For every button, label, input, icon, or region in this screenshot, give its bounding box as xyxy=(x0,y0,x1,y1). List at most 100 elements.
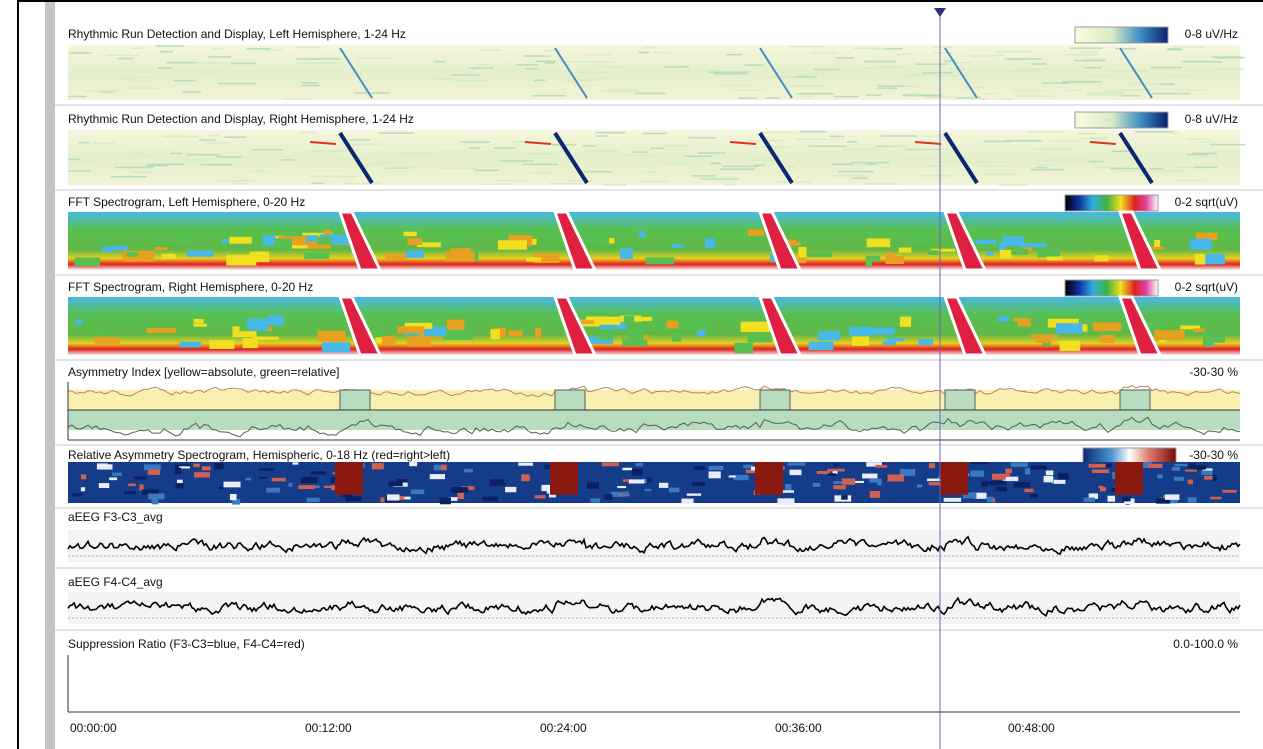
asym-patch xyxy=(292,462,298,464)
spec-patch xyxy=(201,242,209,245)
spec-patch xyxy=(407,336,431,346)
asym-patch xyxy=(1025,468,1030,474)
rr-speckle xyxy=(664,66,689,68)
spec-patch xyxy=(581,234,609,244)
rr-speckle xyxy=(925,97,952,99)
rr-speckle xyxy=(1079,51,1098,53)
rr-speckle xyxy=(534,80,546,82)
eeg-trend-screen: Rhythmic Run Detection and Display, Left… xyxy=(0,0,1263,749)
rr-speckle xyxy=(476,64,492,66)
asym-patch xyxy=(869,479,881,483)
rr-speckle xyxy=(638,52,650,54)
asym-patch xyxy=(1011,462,1028,467)
spec-patch xyxy=(1195,254,1205,265)
rr-speckle xyxy=(403,166,415,168)
rr-speckle xyxy=(963,55,997,57)
rr-speckle xyxy=(685,69,721,71)
rr-speckle xyxy=(181,160,203,162)
spec-patch xyxy=(809,342,834,350)
asym-patch xyxy=(194,472,210,477)
asym-patch xyxy=(493,483,505,485)
rr-speckle xyxy=(836,57,854,59)
asym-patch xyxy=(230,494,237,500)
rr-speckle xyxy=(762,132,799,134)
rr-speckle xyxy=(635,93,666,95)
rr-speckle xyxy=(797,93,835,95)
asym-patch xyxy=(1188,463,1196,468)
rr-speckle xyxy=(1090,76,1111,78)
rr-speckle xyxy=(1112,70,1148,72)
spec-patch xyxy=(193,315,221,318)
rr-speckle xyxy=(569,180,593,182)
asym-patch xyxy=(218,487,223,489)
spec-patch xyxy=(643,335,649,339)
rr-speckle xyxy=(1164,132,1178,134)
spec-patch xyxy=(229,237,251,244)
rr-display xyxy=(68,130,1240,185)
rr-speckle xyxy=(477,151,511,153)
asym-patch xyxy=(981,481,988,486)
spec-patch xyxy=(1204,334,1225,343)
rr-speckle xyxy=(106,54,139,56)
rr-speckle xyxy=(1159,83,1174,85)
rr-speckle xyxy=(531,95,565,97)
rr-speckle xyxy=(799,73,824,75)
color-bar xyxy=(1075,27,1168,43)
rr-speckle xyxy=(720,168,755,170)
rr-speckle xyxy=(650,148,664,150)
spec-patch xyxy=(1154,240,1160,247)
asym-patch xyxy=(1157,474,1162,478)
rr-speckle xyxy=(865,164,875,166)
spec-patch xyxy=(741,322,772,332)
rr-speckle xyxy=(285,98,312,100)
asym-patch xyxy=(1172,467,1180,471)
asym-patch xyxy=(875,465,887,468)
asym-patch xyxy=(518,463,533,466)
rr-speckle xyxy=(1131,83,1160,85)
panel-scale: 0-8 uV/Hz xyxy=(1185,112,1238,126)
spec-patch xyxy=(620,248,633,259)
rr-speckle xyxy=(132,152,144,154)
rr-speckle xyxy=(878,87,897,89)
rr-speckle xyxy=(692,175,715,177)
rr-speckle xyxy=(877,85,905,87)
rr-speckle xyxy=(451,74,479,76)
asym-patch xyxy=(729,475,736,477)
rr-speckle xyxy=(640,181,669,183)
spec-patch xyxy=(867,256,881,262)
spec-patch xyxy=(1193,328,1204,332)
panel-scale: 0-2 sqrt(uV) xyxy=(1175,195,1238,209)
rr-speckle xyxy=(711,163,721,165)
rr-speckle xyxy=(866,94,881,96)
asym-patch xyxy=(1099,486,1104,488)
rr-speckle xyxy=(481,184,513,186)
rr-speckle xyxy=(1168,75,1196,77)
panel-title: Asymmetry Index [yellow=absolute, green=… xyxy=(68,365,339,379)
spec-patch xyxy=(155,247,168,250)
asym-event xyxy=(1115,462,1143,495)
spec-patch xyxy=(209,340,234,349)
rr-speckle xyxy=(173,80,195,82)
asym-patch xyxy=(451,487,468,493)
rr-speckle xyxy=(497,180,526,182)
asym-patch xyxy=(870,491,880,498)
color-bar xyxy=(1075,112,1168,128)
rr-speckle xyxy=(1030,169,1064,171)
asym-patch xyxy=(389,481,403,486)
spec-patch xyxy=(924,316,930,322)
asym-patch xyxy=(134,476,146,479)
rr-speckle xyxy=(111,176,147,178)
spec-patch xyxy=(975,240,996,244)
rr-speckle xyxy=(1115,48,1136,50)
rr-speckle xyxy=(787,85,824,87)
rr-speckle xyxy=(318,150,354,152)
asym-patch xyxy=(917,484,922,487)
rr-speckle xyxy=(661,145,690,147)
rr-speckle xyxy=(853,48,884,50)
spec-patch xyxy=(193,324,206,327)
rr-speckle xyxy=(469,67,494,69)
spec-patch xyxy=(1056,323,1082,333)
asym-patch xyxy=(202,466,211,470)
spec-patch xyxy=(1093,322,1121,331)
rr-speckle xyxy=(78,142,89,144)
